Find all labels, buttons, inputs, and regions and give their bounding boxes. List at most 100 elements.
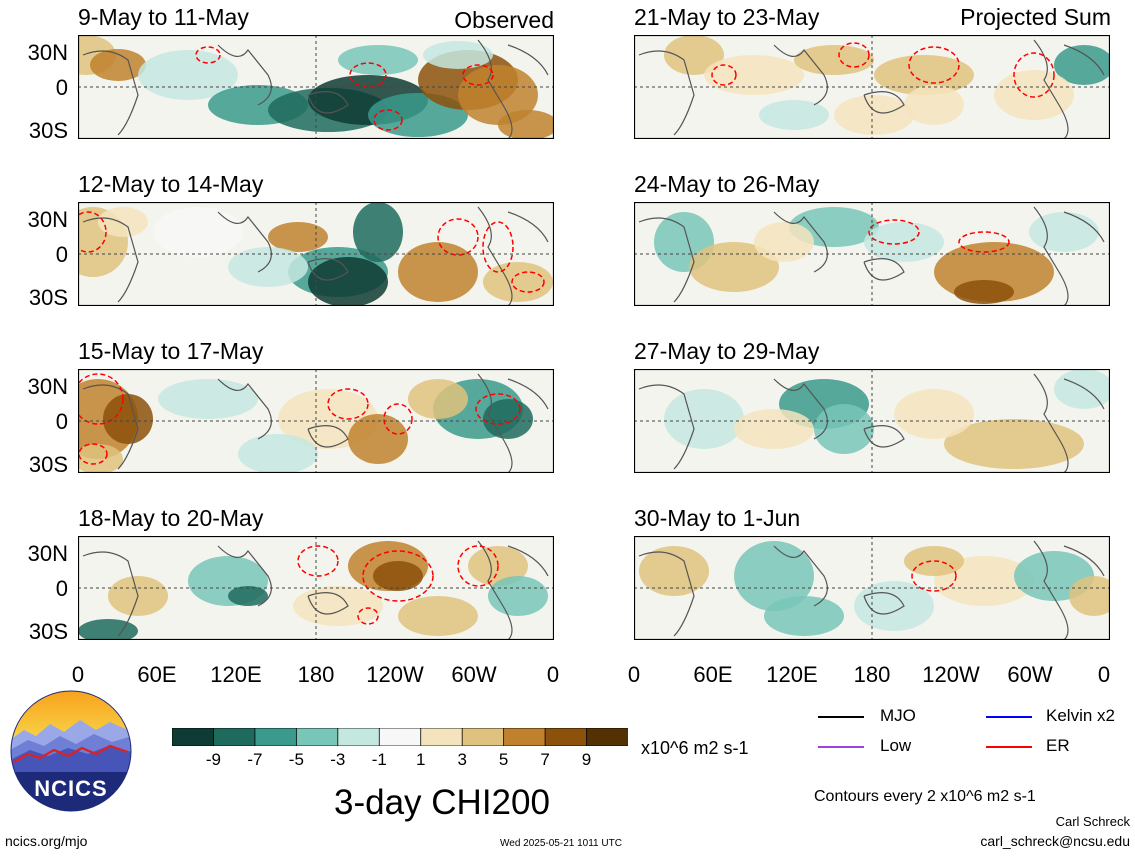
colorbar-label: -9 — [205, 750, 222, 769]
er-contour — [78, 373, 124, 425]
map-frame — [78, 369, 554, 473]
anomaly-region — [664, 35, 724, 75]
panel-title: 9-May to 11-May — [78, 4, 249, 30]
colorbar-swatch — [254, 728, 298, 746]
lon-tick: 120W — [366, 662, 424, 687]
er-contour — [349, 62, 387, 88]
lon-tick: 60W — [451, 662, 497, 687]
lat-tick: 30S — [28, 118, 68, 143]
anomaly-region — [103, 394, 153, 444]
er-contour — [78, 443, 108, 465]
anomaly-region — [994, 70, 1074, 120]
map-frame — [78, 202, 554, 306]
er-contour — [868, 219, 920, 245]
lon-tick: 180 — [853, 662, 891, 687]
er-contour — [78, 211, 107, 253]
map-frame — [634, 369, 1110, 473]
anomaly-region — [754, 222, 814, 262]
anomaly-region — [308, 257, 388, 306]
anomaly-region — [373, 561, 423, 591]
anomaly-region — [293, 586, 383, 626]
map-frame — [78, 536, 554, 640]
lat-tick: 0 — [55, 242, 68, 267]
colorbar-label: 3 — [457, 750, 467, 769]
anomaly-region — [704, 55, 804, 95]
coastline — [82, 540, 549, 640]
lon-tick: 60E — [693, 662, 733, 687]
lat-tick: 30N — [27, 207, 68, 232]
er-contour — [462, 64, 494, 86]
legend-label-mjo: MJO — [880, 706, 916, 725]
anomaly-region — [423, 41, 493, 69]
colorbar-label: -1 — [371, 750, 387, 769]
lon-tick: 120W — [922, 662, 980, 687]
er-contour — [711, 64, 737, 86]
anomaly-region — [874, 55, 974, 95]
anomaly-region — [834, 95, 914, 135]
anomaly-region — [864, 222, 944, 262]
er-contour — [437, 218, 479, 256]
colorbar-swatch — [295, 728, 339, 746]
anomaly-region — [894, 389, 974, 439]
colorbar-swatch — [172, 728, 215, 746]
anomaly-region — [639, 546, 709, 596]
lat-tick: 30S — [28, 619, 68, 644]
map-plot — [78, 369, 554, 473]
lon-tick: 0 — [546, 662, 560, 687]
lon-tick: 0 — [627, 662, 641, 687]
er-contour — [362, 550, 434, 602]
main-title: 3-day CHI200 — [334, 783, 550, 822]
coastline — [82, 206, 549, 306]
map-plot — [634, 536, 1110, 640]
colorbar-units: x10^6 m2 s-1 — [641, 738, 749, 758]
colorbar-label: -3 — [330, 750, 346, 769]
lon-tick: 120E — [766, 662, 818, 687]
anomaly-region — [338, 45, 418, 75]
colorbar-swatches — [172, 728, 628, 746]
er-contour — [482, 221, 514, 273]
anomaly-region — [814, 404, 874, 454]
legend-line-low — [818, 746, 864, 748]
er-contour — [383, 403, 413, 435]
anomaly-region — [158, 379, 258, 419]
footer-email[interactable]: carl_schreck@ncsu.edu — [980, 833, 1130, 849]
ncics-logo[interactable]: NCICS — [10, 690, 132, 812]
anomaly-region — [228, 586, 268, 606]
anomaly-region — [398, 242, 478, 302]
er-contour — [1013, 52, 1055, 98]
panel-title: 18-May to 20-May — [78, 505, 264, 531]
lat-tick: 0 — [55, 409, 68, 434]
lon-tick: 0 — [1097, 662, 1111, 687]
legend-label-kelvin: Kelvin x2 — [1046, 706, 1115, 725]
footer-timestamp: Wed 2025-05-21 1011 UTC — [500, 838, 622, 849]
lat-tick: 30N — [27, 374, 68, 399]
footer-url[interactable]: ncics.org/mjo — [5, 833, 88, 849]
er-contour — [457, 545, 499, 587]
anomaly-region — [734, 409, 814, 449]
coastline — [638, 39, 1105, 139]
anomaly-region — [904, 546, 964, 576]
lat-tick: 30N — [27, 541, 68, 566]
coastline — [638, 540, 1105, 640]
colorbar-swatch — [461, 728, 505, 746]
lat-tick: 30N — [27, 40, 68, 65]
er-contour — [475, 393, 521, 425]
panel-title: 30-May to 1-Jun — [634, 505, 801, 531]
map-plot — [634, 202, 1110, 306]
map-frame — [634, 35, 1110, 139]
panel-title: 15-May to 17-May — [78, 338, 264, 364]
anomaly-region — [759, 100, 829, 130]
coastline — [82, 39, 549, 139]
anomaly-region — [483, 262, 553, 302]
map-plot — [634, 35, 1110, 139]
map-plot — [78, 536, 554, 640]
lon-tick: 0 — [71, 662, 85, 687]
legend-line-mjo — [818, 716, 864, 718]
map-frame — [634, 536, 1110, 640]
map-frame — [78, 35, 554, 139]
contour-note: Contours every 2 x10^6 m2 s-1 — [814, 788, 1036, 805]
anomaly-region — [954, 280, 1014, 304]
panel-title: 12-May to 14-May — [78, 171, 264, 197]
lat-tick: 0 — [55, 576, 68, 601]
er-contour — [357, 607, 379, 625]
